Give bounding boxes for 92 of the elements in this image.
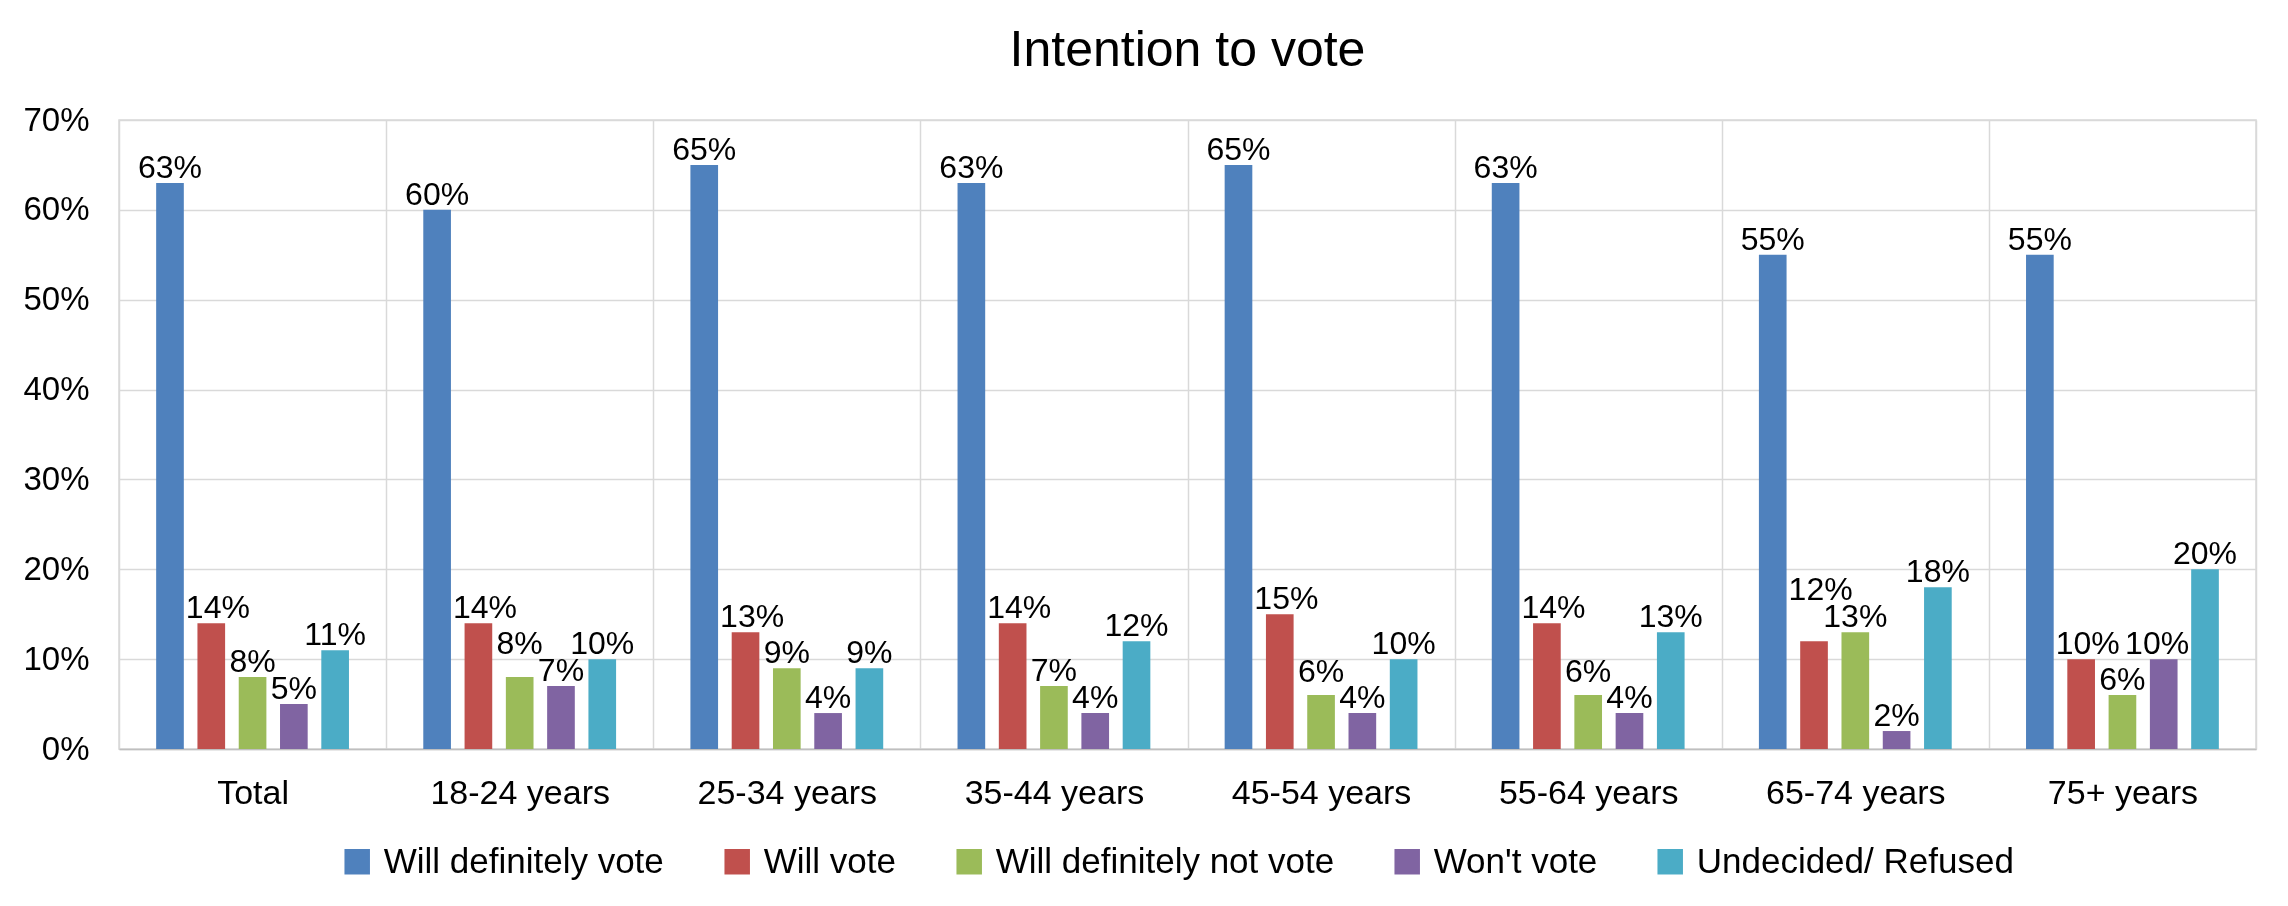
y-tick-label: 10% [23,639,90,677]
bar [1307,695,1335,749]
bar [1224,164,1253,749]
data-label: 63% [939,148,1004,185]
y-tick-label: 70% [23,100,90,138]
data-label: 14% [1521,589,1586,626]
bar [1491,182,1520,749]
bar [280,704,308,749]
bar [238,677,267,749]
data-label: 63% [1473,148,1538,185]
x-tick-label: 35-44 years [964,772,1145,811]
data-label: 9% [763,634,810,671]
data-label: 63% [137,148,203,185]
bar [588,659,617,749]
bar [957,182,986,749]
bar [2067,659,2095,749]
y-tick-label: 40% [23,370,90,408]
bar [1924,587,1952,749]
data-label: 20% [2172,535,2238,572]
y-tick-label: 30% [23,459,90,497]
x-tick-label: Total [217,772,289,811]
data-label: 4% [804,679,852,716]
bar [1882,731,1911,749]
legend-label: Undecided/ Refused [1696,840,2014,880]
bar [1265,614,1294,749]
legend-label: Will definitely not vote [995,840,1335,880]
data-label: 6% [1297,653,1345,690]
legend-label: Will definitely vote [383,840,664,880]
bar [1389,659,1418,749]
bar [2191,569,2219,749]
data-label: 18% [1905,553,1970,590]
data-label: 11% [304,616,366,653]
bar [197,623,226,749]
bar [1348,713,1377,749]
bar [505,677,534,749]
bar [772,668,801,749]
data-label: 10% [2055,625,2120,662]
data-label: 2% [1873,697,1920,734]
data-label: 6% [2099,661,2146,698]
bar [814,713,842,749]
data-label: 14% [185,589,250,626]
bar [2149,659,2178,749]
bar [1800,641,1828,749]
bar [1122,641,1151,749]
data-label: 6% [1565,653,1612,690]
legend-label: Won't vote [1433,840,1598,880]
x-tick-label: 75+ years [2047,772,2199,811]
bar [855,668,884,749]
data-label: 14% [452,589,518,626]
data-label: 14% [987,589,1052,626]
data-label: 13% [1638,598,1703,635]
bar [1081,713,1110,749]
x-tick-label: 25-34 years [697,772,878,811]
y-tick-label: 50% [23,280,90,318]
bar [731,632,760,749]
data-label: 65% [672,130,737,167]
bar [1841,632,1870,749]
data-label: 10% [2125,625,2190,662]
bar [1656,632,1685,749]
x-tick-label: 18-24 years [430,772,610,811]
chart-title: Intention to vote [1009,21,1366,77]
y-tick-label: 0% [41,729,90,767]
bar [1040,686,1068,749]
data-label: 13% [720,598,785,635]
x-tick-label: 45-54 years [1231,772,1412,811]
bar [1533,623,1561,749]
legend-label: Will vote [763,840,896,880]
bar [321,650,349,749]
bar [547,686,575,749]
y-tick-label: 60% [23,190,90,228]
x-tick-label: 65-74 years [1766,772,1946,811]
data-label: 10% [1371,625,1436,662]
bar [1758,254,1787,749]
bar [998,623,1027,749]
data-label: 55% [2007,220,2072,257]
bar [156,182,184,749]
bar [423,209,451,749]
bar [464,623,493,749]
data-label: 12% [1104,607,1169,644]
data-label: 65% [1206,130,1271,167]
bar [2026,254,2054,749]
bar [690,164,719,749]
bar [1574,695,1603,749]
data-label: 55% [1740,220,1805,257]
x-tick-label: 55-64 years [1498,772,1679,811]
data-label: 60% [405,175,470,212]
data-label: 7% [1030,652,1078,689]
bar [1615,713,1644,749]
bar [2108,695,2137,749]
data-label: 9% [846,634,893,671]
data-label: 15% [1254,580,1319,617]
y-tick-label: 20% [23,549,90,587]
